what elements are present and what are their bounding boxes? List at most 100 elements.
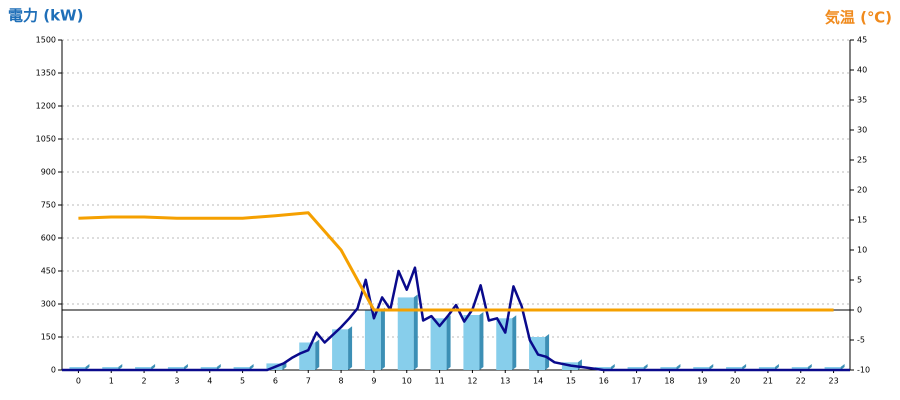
bar <box>332 326 353 370</box>
x-tick-label: 1 <box>109 377 114 386</box>
bar <box>824 364 845 370</box>
bar-front <box>167 367 184 370</box>
bar <box>758 364 779 370</box>
y2-tick-label: 0 <box>857 306 862 315</box>
x-tick-label: 6 <box>273 377 278 386</box>
bar-side <box>709 364 714 370</box>
bar <box>167 364 188 370</box>
bar <box>627 364 648 370</box>
bar <box>726 364 747 370</box>
bar <box>430 315 451 370</box>
bar-front <box>594 367 611 370</box>
y-axis-title: 電力 (kW) <box>8 7 83 25</box>
bar-front <box>332 329 349 370</box>
bar-side <box>216 364 221 370</box>
bar-front <box>660 367 677 370</box>
bar-side <box>577 359 582 370</box>
y-tick-label: 150 <box>41 333 56 342</box>
bar-side <box>643 364 648 370</box>
bar-front <box>364 310 381 370</box>
y2-tick-label: 20 <box>857 186 867 195</box>
bar-front <box>758 367 775 370</box>
x-tick-label: 5 <box>240 377 245 386</box>
bar <box>200 364 221 370</box>
bar-front <box>463 315 480 370</box>
x-tick-label: 8 <box>339 377 344 386</box>
x-tick-label: 2 <box>142 377 147 386</box>
bar <box>594 364 615 370</box>
bar-front <box>627 367 644 370</box>
bar-side <box>380 307 385 370</box>
x-tick-label: 11 <box>434 377 444 386</box>
y2-tick-label: 10 <box>857 246 867 255</box>
bar-side <box>807 364 812 370</box>
bar <box>496 315 517 370</box>
bar <box>397 294 418 370</box>
x-tick-label: 14 <box>533 377 543 386</box>
bar-front <box>200 367 217 370</box>
bar-side <box>413 294 418 370</box>
y2-axis-title: 気温 (℃) <box>825 9 892 27</box>
bar <box>660 364 681 370</box>
bar-side <box>315 339 320 370</box>
x-tick-label: 19 <box>697 377 707 386</box>
bar <box>693 364 714 370</box>
bar-side <box>774 364 779 370</box>
y-tick-label: 1500 <box>36 36 56 45</box>
x-tick-label: 18 <box>664 377 674 386</box>
x-tick-label: 21 <box>763 377 773 386</box>
bar-front <box>102 367 119 370</box>
x-tick-label: 15 <box>566 377 576 386</box>
y-tick-label: 1350 <box>36 69 56 78</box>
y-tick-label: 1050 <box>36 135 56 144</box>
y-tick-label: 900 <box>41 168 56 177</box>
x-tick-label: 4 <box>207 377 212 386</box>
bar <box>791 364 812 370</box>
bar-side <box>118 364 123 370</box>
y2-tick-label: 40 <box>857 66 867 75</box>
y2-tick-label: 25 <box>857 156 867 165</box>
bar-side <box>610 364 615 370</box>
y2-tick-label: 30 <box>857 126 867 135</box>
y-tick-label: 0 <box>51 366 56 375</box>
bar-front <box>397 297 414 370</box>
y2-tick-label: 45 <box>857 36 867 45</box>
bar-front <box>430 318 447 370</box>
line <box>78 211 834 312</box>
bar-front <box>693 367 710 370</box>
bar <box>233 364 254 370</box>
x-tick-label: 12 <box>467 377 477 386</box>
x-tick-label: 10 <box>402 377 412 386</box>
x-tick-label: 13 <box>500 377 510 386</box>
bar-side <box>479 312 484 370</box>
x-tick-label: 16 <box>599 377 609 386</box>
x-tick-label: 17 <box>631 377 641 386</box>
x-tick-label: 0 <box>76 377 81 386</box>
y2-tick-label: 15 <box>857 216 867 225</box>
bar <box>135 364 156 370</box>
x-tick-label: 3 <box>174 377 179 386</box>
bar-side <box>742 364 747 370</box>
bar-front <box>496 318 513 370</box>
line <box>62 266 850 372</box>
y-tick-label: 600 <box>41 234 56 243</box>
x-tick-label: 22 <box>796 377 806 386</box>
bar-side <box>183 364 188 370</box>
bar-front <box>824 367 841 370</box>
bar-side <box>151 364 156 370</box>
bar-front <box>299 342 316 370</box>
x-tick-label: 20 <box>730 377 740 386</box>
bar-side <box>249 364 254 370</box>
x-tick-label: 7 <box>306 377 311 386</box>
bar <box>102 364 123 370</box>
y2-tick-label: 35 <box>857 96 867 105</box>
y2-tick-label: 5 <box>857 276 862 285</box>
bar-side <box>85 364 90 370</box>
bar-side <box>446 315 451 370</box>
bar-side <box>676 364 681 370</box>
y-tick-label: 300 <box>41 300 56 309</box>
y-tick-label: 750 <box>41 201 56 210</box>
bar-front <box>69 367 86 370</box>
bar-front <box>726 367 743 370</box>
